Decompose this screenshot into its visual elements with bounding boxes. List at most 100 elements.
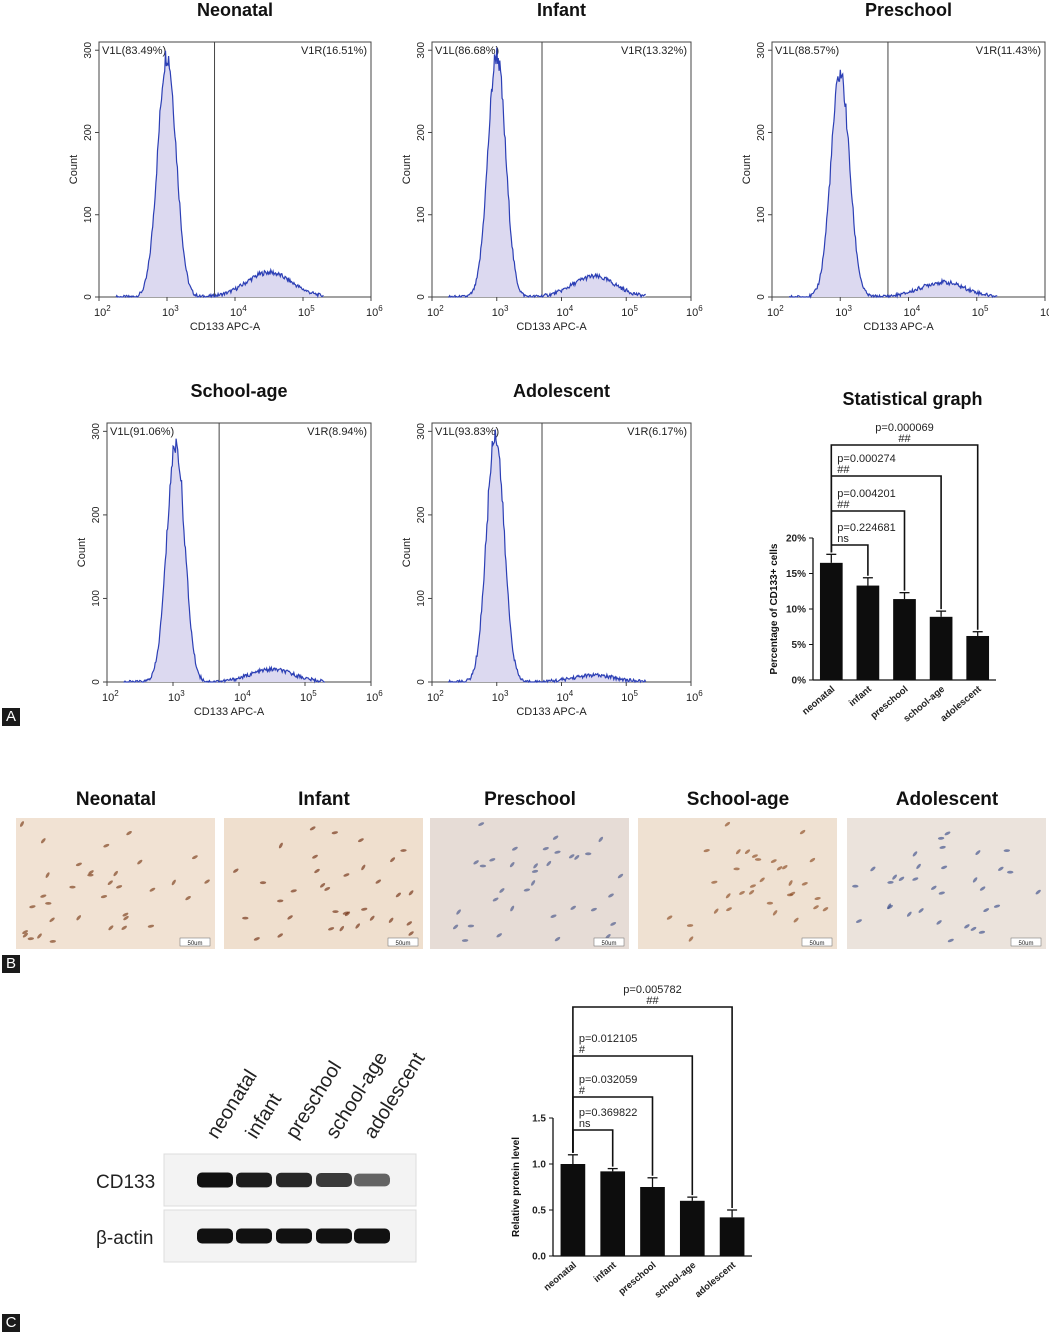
stained-cell	[1035, 889, 1041, 895]
stained-cell	[137, 859, 143, 865]
stained-cell	[937, 836, 945, 840]
bar-neonatal	[819, 562, 843, 680]
blot-band	[316, 1173, 352, 1187]
comparison-significance: ##	[898, 433, 911, 445]
stained-cell	[724, 821, 731, 827]
plot-frame	[98, 41, 372, 298]
gate-right-label: V1R(6.17%)	[627, 426, 687, 438]
x-tick-label: 103	[835, 304, 852, 319]
stained-cell	[69, 885, 76, 889]
blot-row-label: CD133	[96, 1172, 155, 1193]
western-blot: neonatalinfantpreschoolschool-ageadolesc…	[96, 1048, 430, 1263]
blot-band	[354, 1228, 390, 1244]
x-tick-exponent: 5	[634, 304, 639, 313]
y-tick-label: 300	[91, 423, 102, 440]
y-tick-label: 15%	[786, 569, 806, 580]
x-tick-label: 103	[168, 689, 185, 704]
histology-infant: Infant 50um	[224, 789, 423, 949]
stained-cell	[809, 857, 816, 863]
histogram-title: Adolescent	[513, 381, 610, 401]
histology-neonatal: Neonatal 50um	[16, 789, 215, 949]
stained-cell	[100, 895, 108, 899]
gate-left-label: V1L(93.83%)	[435, 426, 499, 438]
x-tick-label: 106	[1040, 304, 1049, 319]
x-tick-label: 104	[557, 304, 574, 319]
histogram-line	[448, 429, 647, 684]
x-tick-exponent: 5	[984, 304, 989, 313]
x-tick-label: 104	[557, 689, 574, 704]
bar-chart-title: Statistical graph	[842, 389, 982, 409]
stained-cell	[277, 899, 284, 903]
panel-label-b: B	[2, 955, 20, 973]
x-tick-exponent: 4	[242, 304, 247, 313]
blot-band	[316, 1228, 352, 1244]
comparison-p-value: p=0.012105	[579, 1033, 637, 1045]
stained-cell	[312, 854, 318, 859]
stained-cell	[666, 915, 673, 920]
stained-cell	[813, 905, 819, 910]
scale-bar-label: 50um	[187, 941, 202, 947]
stained-cell	[49, 939, 56, 943]
x-tick-label: 103	[492, 304, 509, 319]
x-tick-label: 105	[972, 304, 989, 319]
histogram-line	[788, 69, 998, 299]
stained-cell	[550, 914, 557, 918]
stained-cell	[983, 908, 990, 913]
comparison-significance: ##	[837, 464, 850, 476]
stained-cell	[898, 876, 905, 881]
stained-cell	[22, 930, 29, 935]
stained-cell	[331, 831, 338, 835]
stained-cell	[590, 907, 597, 912]
comparison-significance: ns	[837, 533, 849, 545]
x-tick-label: infant	[592, 1259, 620, 1285]
stained-cell	[40, 894, 47, 898]
histogram-line	[115, 50, 324, 299]
scale-bar-label: 50um	[395, 941, 410, 947]
stained-cell	[542, 846, 549, 851]
bar-infant	[600, 1171, 626, 1256]
scale-bar-label: 50um	[601, 941, 616, 947]
histogram-title: School-age	[190, 381, 287, 401]
x-tick-exponent: 6	[698, 689, 703, 698]
stained-cell	[733, 867, 740, 871]
stained-cell	[461, 939, 469, 942]
stained-cell	[725, 893, 731, 899]
stained-cell	[108, 925, 114, 931]
stained-cell	[467, 924, 475, 928]
y-tick-label: 10%	[786, 605, 806, 616]
histology-image	[430, 818, 629, 949]
stained-cell	[793, 917, 799, 923]
x-axis-label: CD133 APC-A	[194, 706, 265, 718]
stained-cell	[776, 866, 783, 871]
stained-cell	[22, 932, 28, 938]
x-tick-label: adolescent	[693, 1259, 739, 1300]
plot-frame	[106, 422, 372, 683]
x-tick-exponent: 3	[174, 304, 179, 313]
x-tick-label: 106	[366, 689, 383, 704]
comparison-bracket	[572, 1129, 614, 1167]
comparison-p-value: p=0.000274	[837, 453, 895, 465]
panel-label-a: A	[2, 708, 20, 726]
histology-title: Neonatal	[76, 789, 156, 810]
stained-cell	[964, 924, 970, 929]
x-tick-exponent: 4	[916, 304, 921, 313]
gate-left-label: V1L(91.06%)	[110, 426, 174, 438]
y-tick-label: 5%	[792, 640, 807, 651]
comparison-significance: ns	[579, 1118, 591, 1130]
comparison-p-value: p=0.005782	[623, 984, 681, 996]
histogram-title: Preschool	[865, 0, 952, 20]
stained-cell	[617, 873, 624, 879]
stained-cell	[37, 933, 42, 939]
x-axis-label: CD133 APC-A	[863, 321, 934, 333]
y-tick-label: 200	[83, 124, 94, 141]
scale-bar	[593, 937, 625, 947]
y-axis-label: Relative protein level	[511, 1137, 522, 1237]
histogram-title: Neonatal	[197, 0, 273, 20]
stained-cell	[40, 838, 46, 844]
comparison-p-value: p=0.224681	[837, 522, 895, 534]
bar-adolescent	[719, 1217, 745, 1256]
stained-cell	[278, 842, 283, 849]
y-tick-label: 300	[416, 41, 427, 58]
stained-cell	[320, 882, 326, 888]
